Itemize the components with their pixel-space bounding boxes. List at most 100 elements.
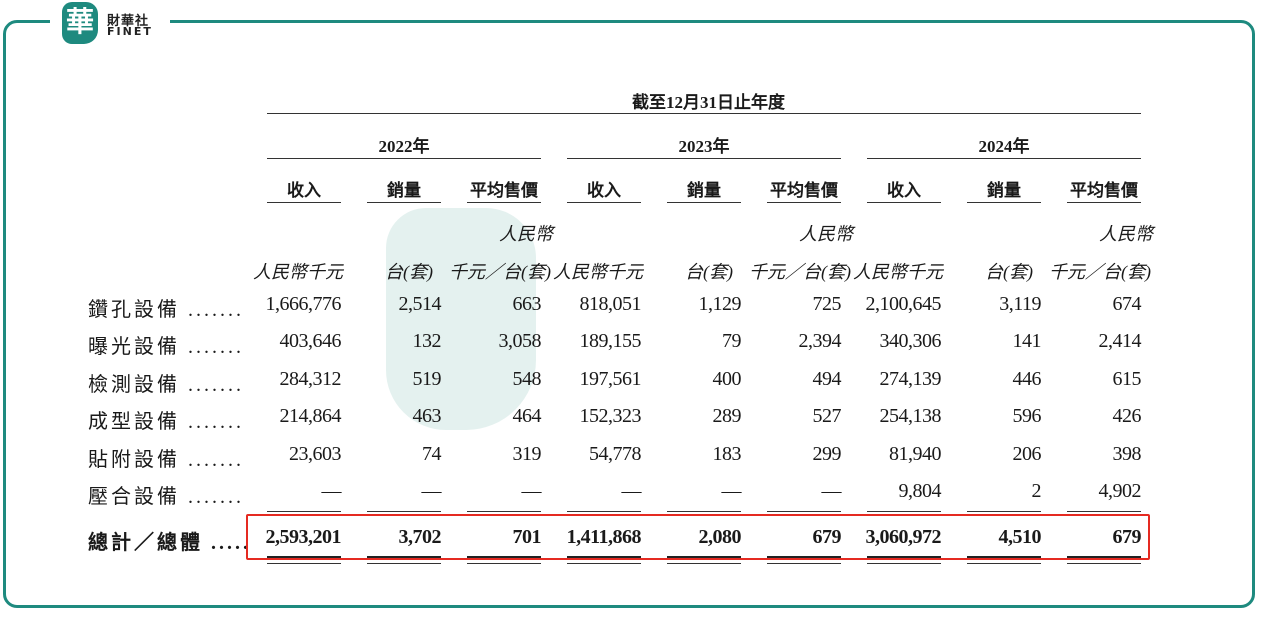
unit-label: 千元／台(套): [749, 262, 851, 282]
total-underline: [267, 563, 341, 564]
table-cell: 54,778: [589, 443, 642, 465]
metric-header: 平均售價: [1070, 181, 1138, 200]
table-cell: 463: [412, 405, 442, 427]
table-cell: 400: [712, 368, 742, 390]
subtotal-rule: [867, 511, 941, 512]
unit-label: 人民幣千元: [553, 262, 643, 282]
subtotal-rule: [567, 511, 641, 512]
table-cell: 23,603: [289, 443, 342, 465]
metric-header: 收入: [587, 181, 621, 200]
total-cell: 3,702: [398, 526, 442, 548]
metric-rule: [667, 202, 741, 203]
total-label: 總計／總體 .....: [88, 532, 251, 554]
total-underline: [567, 563, 641, 564]
metric-rule: [1067, 202, 1141, 203]
unit-label: 人民幣千元: [853, 262, 943, 282]
table-cell: 141: [1012, 330, 1042, 352]
row-label: 曝光設備 .......: [88, 336, 244, 358]
table-cell: 2,514: [398, 293, 442, 315]
metric-header: 銷量: [687, 181, 721, 200]
table-cell: 284,312: [279, 368, 342, 390]
subtotal-rule: [1067, 511, 1141, 512]
total-cell: 2,593,201: [265, 526, 342, 548]
table-cell: 403,646: [279, 330, 342, 352]
table-cell: 299: [812, 443, 842, 465]
table-cell: 4,902: [1098, 480, 1142, 502]
metric-rule: [267, 202, 341, 203]
row-label: 壓合設備 .......: [88, 486, 244, 508]
subtotal-rule: [467, 511, 541, 512]
table-cell: 189,155: [579, 330, 642, 352]
table-cell: 214,864: [279, 405, 342, 427]
total-cell: 3,060,972: [865, 526, 942, 548]
card-frame: [3, 20, 1255, 608]
table-cell: 426: [1112, 405, 1142, 427]
total-underline: [667, 563, 741, 564]
metric-header: 平均售價: [770, 181, 838, 200]
table-cell: 527: [812, 405, 842, 427]
total-cell: 2,080: [698, 526, 742, 548]
table-cell: 674: [1112, 293, 1142, 315]
year-header: 2023年: [678, 137, 730, 156]
year-header: 2022年: [378, 137, 430, 156]
total-cell: 679: [1112, 526, 1142, 548]
table-cell: 663: [512, 293, 542, 315]
table-cell: 446: [1012, 368, 1042, 390]
total-cell: 4,510: [998, 526, 1042, 548]
metric-header: 收入: [887, 181, 921, 200]
unit-label: 人民幣千元: [253, 262, 343, 282]
unit-label: 台(套): [985, 262, 1033, 282]
table-cell: 254,138: [879, 405, 942, 427]
table-cell: 3,058: [498, 330, 542, 352]
table-cell: —: [821, 480, 842, 502]
table-cell: 2: [1031, 480, 1042, 502]
table-cell: 183: [712, 443, 742, 465]
table-cell: 206: [1012, 443, 1042, 465]
table-cell: —: [421, 480, 442, 502]
unit-label: 人民幣: [1099, 224, 1153, 244]
row-label: 成型設備 .......: [88, 411, 244, 433]
table-cell: 197,561: [579, 368, 642, 390]
logo-text-cn: 財華社: [107, 14, 150, 29]
table-cell: 548: [512, 368, 542, 390]
total-underline: [367, 563, 441, 564]
subtotal-rule: [367, 511, 441, 512]
logo-text-en: FINET: [107, 25, 153, 38]
metric-header: 銷量: [387, 181, 421, 200]
unit-label: 人民幣: [799, 224, 853, 244]
table-cell: 596: [1012, 405, 1042, 427]
table-cell: 289: [712, 405, 742, 427]
metric-rule: [867, 202, 941, 203]
metric-header: 平均售價: [470, 181, 538, 200]
table-cell: 74: [422, 443, 442, 465]
table-cell: 464: [512, 405, 542, 427]
total-underline: [467, 563, 541, 564]
metric-rule: [467, 202, 541, 203]
table-cell: 615: [1112, 368, 1142, 390]
year-rule: [567, 158, 841, 159]
total-cell: 679: [812, 526, 842, 548]
metric-rule: [367, 202, 441, 203]
subtotal-rule: [267, 511, 341, 512]
table-cell: 519: [412, 368, 442, 390]
table-cell: 81,940: [889, 443, 942, 465]
table-cell: 319: [512, 443, 542, 465]
unit-label: 人民幣: [499, 224, 553, 244]
table-cell: 2,100,645: [865, 293, 942, 315]
table-cell: 1,666,776: [265, 293, 342, 315]
table-cell: —: [521, 480, 542, 502]
watermark-logo: [386, 208, 536, 430]
table-cell: —: [321, 480, 342, 502]
total-underline: [867, 563, 941, 564]
table-cell: 3,119: [999, 293, 1041, 315]
table-cell: 274,139: [879, 368, 942, 390]
row-label: 鑽孔設備 .......: [88, 299, 244, 321]
metric-rule: [967, 202, 1041, 203]
unit-label: 千元／台(套): [449, 262, 551, 282]
metric-header: 收入: [287, 181, 321, 200]
table-cell: 1,129: [698, 293, 742, 315]
table-cell: 398: [1112, 443, 1142, 465]
metric-header: 銷量: [987, 181, 1021, 200]
table-cell: 818,051: [579, 293, 642, 315]
row-label: 檢測設備 .......: [88, 374, 244, 396]
